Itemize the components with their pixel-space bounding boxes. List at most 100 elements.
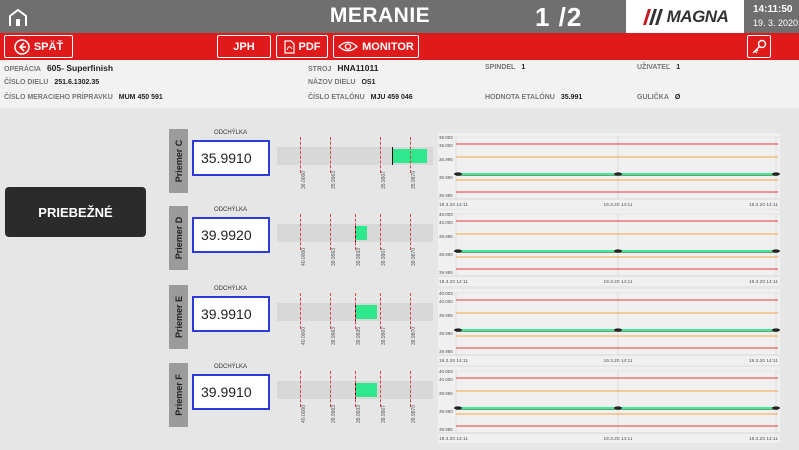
deviation-value: 35.9910: [192, 140, 270, 176]
row-name: Priemer C: [173, 139, 184, 183]
chart-y-tick-label: 39.985: [439, 270, 453, 275]
brand-logo: MAGNA: [626, 0, 744, 33]
row-tab: Priemer F: [169, 363, 188, 427]
chart-y-tick-label: 39.985: [439, 349, 453, 354]
page-indicator: 1 /2: [535, 2, 583, 32]
gauge-tick-label: 39.9870: [410, 404, 417, 423]
chart-y-tick-label: 39.995: [439, 313, 453, 318]
gauge-tick-label: 39.9935: [356, 326, 362, 345]
gauge-limit-line: [355, 371, 356, 407]
chart-x-tick-label: 19.3.20 14:11: [604, 436, 633, 442]
gauge-tick-label: 39.9907: [380, 247, 387, 266]
chart-y-tick-label: 39.990: [439, 331, 453, 336]
chart-x-tick-label: 19.3.20 14:11: [604, 279, 633, 285]
back-arrow-icon: [14, 38, 30, 55]
chart-data-point: [454, 172, 462, 176]
gauge-tick-label: 40.0000: [301, 404, 308, 423]
jph-button[interactable]: JPH: [217, 35, 271, 58]
chart-data-point: [614, 249, 622, 253]
chart-data-point: [614, 172, 622, 176]
chart-x-tick-label: 19.3.20 14:11: [439, 436, 468, 442]
row-tab: Priemer E: [169, 285, 188, 349]
chart-y-tick-label: 35.985: [439, 193, 453, 198]
gauge-tick-label: 39.9963: [331, 247, 338, 266]
pdf-button[interactable]: PDF: [276, 35, 328, 58]
row-tab: Priemer D: [169, 206, 188, 270]
chart-data-point: [772, 172, 780, 176]
chart-y-tick-label: 40.000: [439, 377, 453, 382]
clock-time: 14:11:50: [753, 4, 793, 15]
gauge-limit-line: [330, 371, 332, 407]
gauge-tick-label: 39.9933: [356, 404, 362, 423]
key-button[interactable]: [747, 35, 771, 58]
info-operacia: OPERÁCIA 605- Superfinish: [4, 63, 114, 73]
pdf-label: PDF: [298, 40, 321, 53]
chart-x-tick-label: 19.3.20 14:11: [604, 358, 633, 364]
deviation-value: 39.9920: [192, 217, 270, 253]
gauge-tick-label: 39.9933: [356, 247, 362, 266]
row-name: Priemer F: [173, 374, 184, 416]
deviation-label: ODCHÝLKA: [214, 130, 248, 136]
info-etalon: ČÍSLO ETALÓNU MJU 459 046: [308, 94, 413, 101]
row-name: Priemer D: [173, 216, 184, 260]
info-gulicka: GULIČKA Ø: [637, 94, 681, 101]
gauge-tick-label: 39.9870: [410, 247, 417, 266]
brand-name: MAGNA: [666, 6, 729, 26]
gauge-limit-line: [330, 137, 332, 173]
info-stroj: STROJ HNA11011: [308, 63, 379, 73]
trend-chart: 40.003 40.000 39.995 39.990 39.985 19.3.20 14…: [438, 210, 780, 286]
chart-y-tick-label: 39.985: [439, 427, 453, 432]
info-uzivatel: UŽIVATEĽ 1: [637, 64, 681, 71]
gauge-tick-label: 40.0000: [301, 326, 308, 345]
chart-data-point: [454, 249, 462, 253]
chart-data-point: [772, 406, 780, 410]
chart-y-tick-label: 40.003: [439, 291, 453, 296]
chart-y-tick-label: 36.003: [439, 135, 453, 140]
chart-x-tick-label: 19.3.20 14:11: [749, 358, 778, 364]
monitor-label: MONITOR: [362, 40, 414, 53]
gauge-limit-line: [300, 371, 302, 407]
home-icon[interactable]: [7, 7, 29, 27]
gauge-limit-line: [330, 293, 332, 329]
trend-chart-svg: 40.003 40.000 39.995 39.990 39.985 19.3.20 14…: [438, 369, 780, 442]
chart-data-point: [772, 249, 780, 253]
gauge-tick-label: 39.9870: [410, 326, 417, 345]
chart-x-tick-label: 19.3.20 14:11: [749, 436, 778, 442]
info-hodnota: HODNOTA ETALÓNU 35.991: [485, 94, 583, 101]
gauge-limit-line: [379, 293, 381, 329]
chart-y-tick-label: 35.995: [439, 157, 453, 162]
chart-y-tick-label: 40.000: [439, 220, 453, 225]
back-button[interactable]: SPÄŤ: [4, 35, 73, 58]
monitor-button[interactable]: MONITOR: [333, 35, 419, 58]
gauge-tick-label: 39.9963: [331, 404, 338, 423]
deviation-label: ODCHÝLKA: [214, 364, 248, 370]
info-spindel: SPINDEL 1: [485, 64, 526, 71]
gauge-limit-line: [409, 214, 411, 250]
chart-data-point: [772, 328, 780, 332]
key-icon: [752, 39, 767, 53]
gauge-limit-line: [379, 137, 381, 173]
chart-y-tick-label: 39.990: [439, 252, 453, 257]
chart-y-tick-label: 39.990: [439, 409, 453, 414]
magna-logo-icon: [642, 8, 663, 25]
row-tab: Priemer C: [169, 129, 188, 193]
clock-date: 19. 3. 2020: [753, 18, 799, 28]
info-dielo: ČÍSLO DIELU 251.6.1302.35: [4, 79, 100, 86]
gauge-limit-line: [409, 371, 411, 407]
deviation-gauge: 40.0000 39.9963 39.9933 39.9907 39.9870: [277, 214, 433, 266]
priebezne-button[interactable]: PRIEBEŽNÉ: [5, 187, 146, 237]
header-bar: MERANIE 1 /2 MAGNA 14:11:50 19. 3. 2020: [0, 0, 799, 33]
deviation-label: ODCHÝLKA: [214, 286, 248, 292]
chart-y-tick-label: 39.995: [439, 391, 453, 396]
info-nazov: NÁZOV DIELU OS1: [308, 79, 376, 86]
gauge-tick-label: 36.0000: [301, 170, 308, 189]
trend-chart: 40.003 40.000 39.995 39.990 39.985 19.3.20 14…: [438, 289, 780, 365]
deviation-gauge: 36.0000 35.9963 35.9907 35.9870: [277, 137, 433, 189]
chart-y-tick-label: 40.000: [439, 299, 453, 304]
chart-y-tick-label: 35.990: [439, 175, 453, 180]
gauge-tick-label: 35.9963: [331, 170, 338, 189]
deviation-gauge: 40.0000 39.9963 39.9935 39.9907 39.9870: [277, 293, 433, 345]
gauge-limit-line: [409, 137, 411, 173]
chart-x-tick-label: 19.3.20 14:11: [604, 202, 633, 208]
chart-x-tick-label: 19.3.20 14:11: [439, 358, 468, 364]
